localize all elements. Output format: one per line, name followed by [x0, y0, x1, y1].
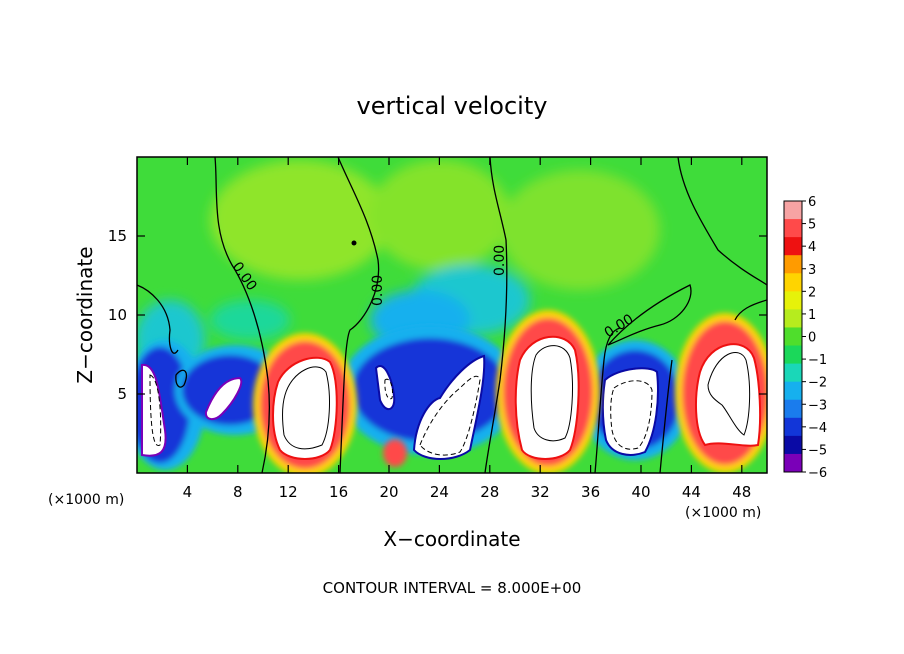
- colorbar-swatch: [784, 255, 802, 274]
- colorbar-label: −2: [808, 376, 827, 391]
- updraft-cores: [272, 335, 762, 460]
- colorbar-label: 5: [808, 218, 816, 233]
- y-axis-label: Z−coordinate: [73, 246, 97, 383]
- chart-title: vertical velocity: [357, 92, 548, 120]
- y-tick-label: 15: [108, 227, 127, 245]
- colorbar-swatch: [784, 219, 802, 238]
- x-axis: 4 8 12 16 20 24 28 32 36 40 44 48: [183, 157, 751, 501]
- colorbar-swatch: [784, 291, 802, 310]
- y-axis: 5 10 15: [108, 227, 767, 403]
- x-tick-label: 24: [430, 483, 449, 501]
- colorbar-label: −1: [808, 353, 827, 368]
- contour-interval-note: CONTOUR INTERVAL = 8.000E+00: [323, 579, 582, 597]
- colorbar-label: −4: [808, 421, 827, 436]
- colorbar-swatch: [784, 399, 802, 419]
- plot-area: [137, 157, 767, 473]
- colorbar-swatch: [784, 435, 802, 455]
- colorbar-swatch: [784, 453, 802, 473]
- x-tick-label: 44: [682, 483, 701, 501]
- colorbar-label: 6: [808, 195, 816, 210]
- contour-label-2: 0.00: [370, 275, 386, 306]
- y-tick-label: 5: [117, 385, 127, 403]
- interior-contours: [149, 345, 751, 456]
- x-tick-label: 40: [631, 483, 650, 501]
- colorbar-label: 0: [808, 331, 816, 346]
- colorbar-label: −3: [808, 398, 827, 413]
- downdraft-cores: [141, 354, 659, 460]
- zero-contours: [137, 157, 767, 473]
- colorbar-swatch: [784, 237, 802, 256]
- contour-label-3: 0.00: [492, 245, 508, 276]
- colorbar-label: 3: [808, 263, 816, 278]
- x-unit-left: (×1000 m): [48, 492, 124, 508]
- colorbar-swatch: [784, 363, 802, 383]
- colorbar-swatch: [784, 345, 802, 365]
- x-tick-label: 12: [279, 483, 298, 501]
- colorbar: 6 5 4 3 2 1 0 −1 −2 −3 −4 −5 −6: [783, 195, 827, 481]
- x-tick-label: 36: [581, 483, 600, 501]
- colorbar-label: −6: [808, 466, 827, 481]
- colorbar-swatch: [784, 309, 802, 328]
- x-tick-label: 4: [183, 483, 193, 501]
- y-tick-label: 10: [108, 306, 127, 324]
- colorbar-label: 1: [808, 308, 816, 323]
- x-tick-label: 20: [379, 483, 398, 501]
- x-unit-right: (×1000 m): [685, 505, 761, 521]
- colorbar-label: −5: [808, 443, 827, 458]
- x-tick-label: 16: [329, 483, 348, 501]
- contour-dot: [351, 240, 357, 246]
- x-axis-label: X−coordinate: [383, 527, 520, 551]
- colorbar-swatch: [784, 327, 802, 347]
- colorbar-label: 2: [808, 285, 816, 300]
- colorbar-label: 4: [808, 240, 816, 255]
- x-tick-label: 32: [531, 483, 550, 501]
- colorbar-swatch: [784, 417, 802, 437]
- x-tick-label: 8: [233, 483, 243, 501]
- x-tick-label: 28: [480, 483, 499, 501]
- colorbar-swatch: [784, 381, 802, 401]
- colorbar-swatch: [784, 201, 802, 220]
- x-tick-label: 48: [732, 483, 751, 501]
- colorbar-swatch: [784, 273, 802, 292]
